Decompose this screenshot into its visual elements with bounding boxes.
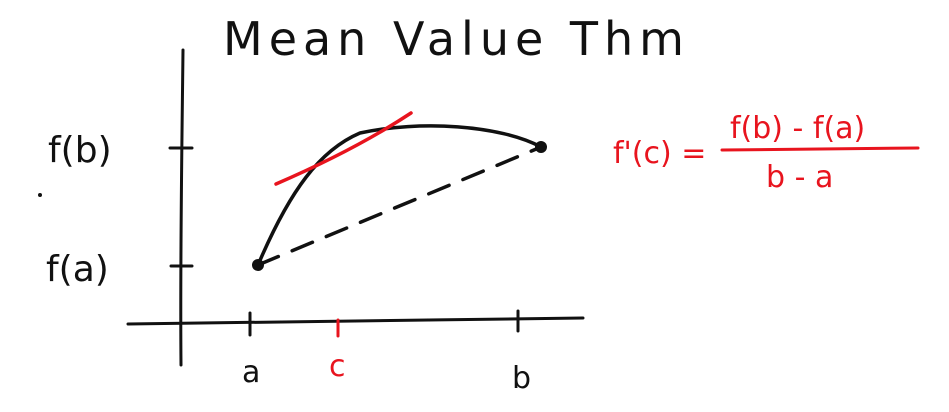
formula-fraction-bar <box>720 146 920 152</box>
stray-dot <box>38 193 42 197</box>
function-curve <box>256 124 543 267</box>
mvt-formula: f'(c) = f(b) - f(a) b - a <box>613 111 920 195</box>
formula-numerator: f(b) - f(a) <box>730 111 865 146</box>
x-axis-ticks <box>248 309 520 338</box>
axes <box>126 48 585 367</box>
label-fa: f(a) <box>46 249 109 290</box>
label-a: a <box>242 355 260 390</box>
label-b: b <box>512 361 531 396</box>
x-axis <box>126 316 585 326</box>
tangent-line <box>274 111 413 186</box>
formula-denominator: b - a <box>766 160 833 195</box>
point-b <box>535 141 547 153</box>
secant-line <box>256 145 543 267</box>
y-axis-ticks <box>168 146 194 268</box>
label-c: c <box>329 349 346 384</box>
y-axis <box>179 48 185 367</box>
label-fb: f(b) <box>48 130 112 171</box>
formula-lhs: f'(c) = <box>613 136 706 171</box>
title: Mean Value Thm <box>223 12 690 66</box>
point-a <box>252 259 264 271</box>
